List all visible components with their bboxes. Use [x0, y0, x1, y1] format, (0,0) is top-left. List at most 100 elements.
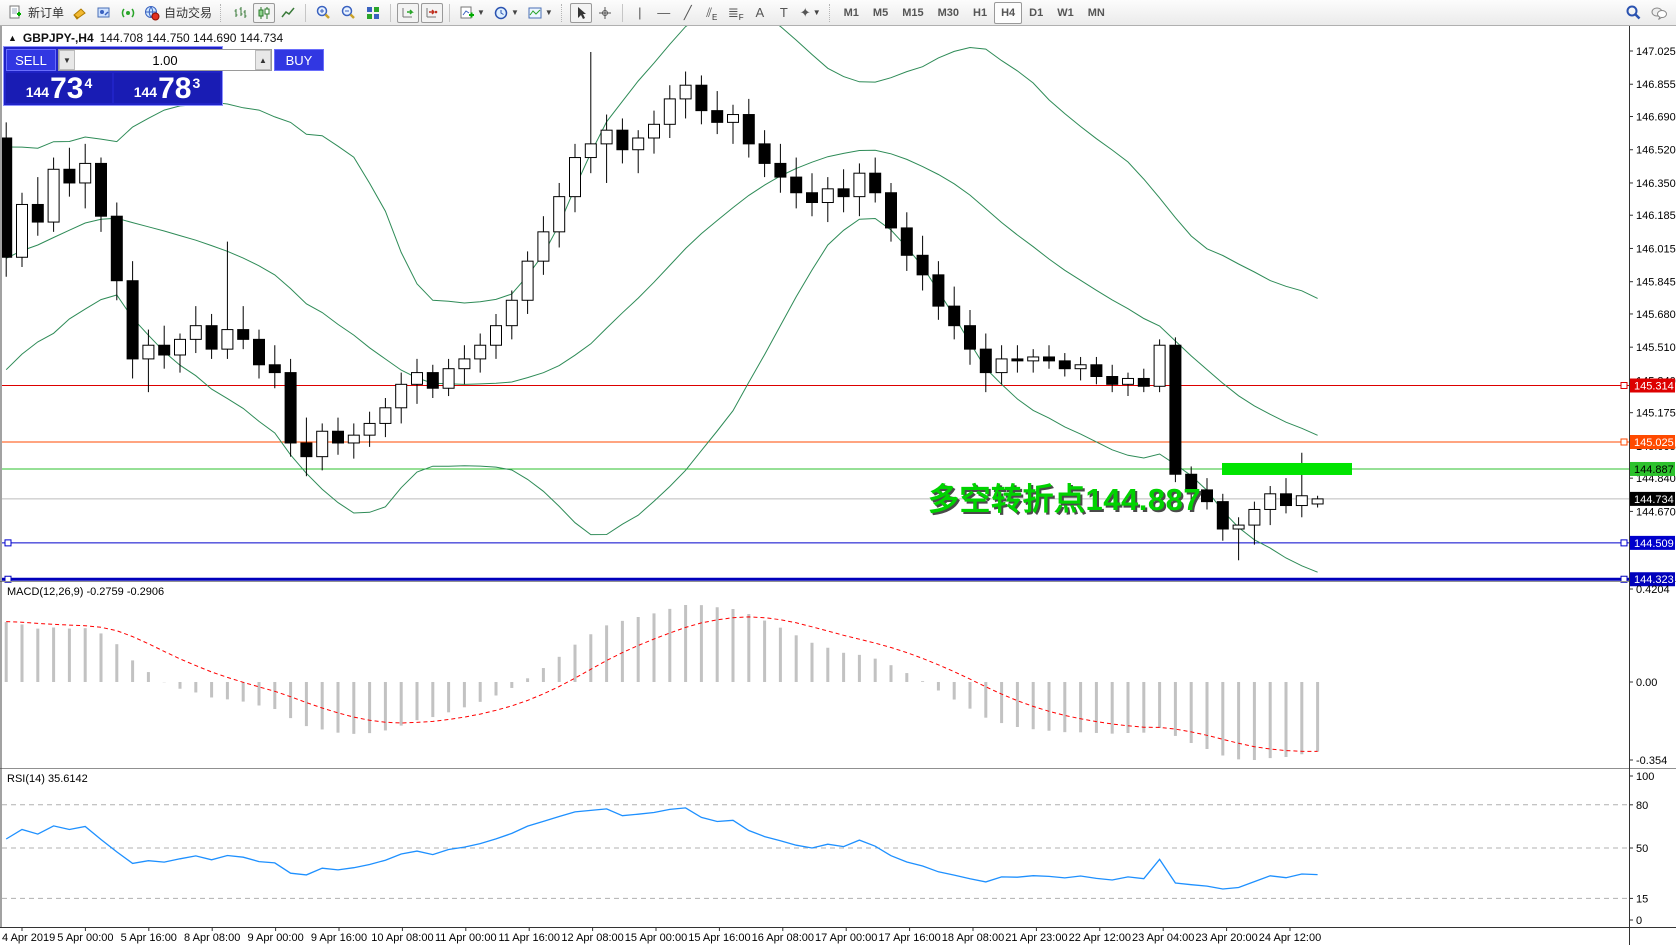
crosshair-button[interactable] — [594, 3, 616, 23]
timeframe-M5[interactable]: M5 — [872, 6, 889, 19]
price-tick-label: 144.670 — [1636, 506, 1676, 518]
candle-body — [174, 338, 186, 356]
timeframe-H4[interactable]: H4 — [994, 1, 1023, 24]
line-anchor-handle[interactable] — [1620, 539, 1628, 547]
periods-button[interactable]: ▼ — [490, 3, 522, 23]
horizontal-level-lines[interactable] — [2, 385, 1629, 581]
price-level-badge-label: 145.314 — [1634, 381, 1674, 393]
toolbar-grip — [828, 3, 833, 22]
volume-input[interactable] — [75, 50, 255, 70]
chat-icon — [1651, 7, 1667, 20]
templates-button[interactable]: ▼ — [524, 3, 556, 23]
bar-chart-button[interactable] — [229, 3, 251, 23]
toolbar-grip — [560, 3, 565, 22]
line-anchor-handle[interactable] — [1620, 382, 1628, 390]
volume-decrease-button[interactable]: ▼ — [59, 50, 75, 70]
search-button[interactable] — [1622, 3, 1645, 23]
candle-body — [426, 372, 439, 389]
zoom-in-button[interactable] — [312, 3, 335, 23]
market-watch-button[interactable] — [93, 3, 115, 23]
candle-body — [1280, 493, 1292, 507]
candle-body — [916, 254, 929, 276]
collapse-panel-icon[interactable]: ▲ — [8, 33, 17, 43]
periods-dropdown-icon[interactable]: ▼ — [510, 8, 519, 17]
candle-body — [1201, 489, 1213, 503]
new-order-icon — [9, 5, 21, 18]
chart-annotation-text[interactable]: 多空转折点144.887 — [928, 482, 1202, 517]
templates-dropdown-icon[interactable]: ▼ — [544, 8, 553, 17]
fibonacci-icon: ≣ — [727, 5, 739, 20]
toolbar-separator — [621, 3, 623, 22]
cursor-button[interactable] — [569, 2, 592, 23]
candle-body — [695, 84, 708, 112]
zoom-out-icon — [341, 5, 355, 19]
indicators-button[interactable]: ▼ — [456, 3, 488, 23]
vertical-line-tool[interactable]: | — [638, 5, 642, 20]
candle-body — [1090, 364, 1103, 378]
metaeditor-button[interactable] — [69, 3, 91, 23]
buy-button[interactable]: BUY — [274, 49, 324, 71]
line-anchor-handle[interactable] — [1620, 575, 1628, 583]
time-tick-label: 22 Apr 12:00 — [1069, 932, 1131, 944]
chart-shift-button[interactable] — [421, 2, 444, 23]
equidistant-channel-tool[interactable]: ⫽ E — [701, 3, 723, 23]
autotrading-button[interactable]: 自动交易 — [141, 3, 215, 23]
new-order-button[interactable]: 新订单 — [5, 3, 67, 23]
tile-windows-button[interactable] — [362, 3, 384, 23]
candle-body — [379, 407, 392, 424]
crosshair-icon — [598, 6, 611, 19]
sell-button[interactable]: SELL — [6, 49, 56, 71]
candle-body — [727, 114, 739, 123]
line-anchor-handle[interactable] — [4, 575, 12, 583]
price-level-badge-label: 144.323 — [1634, 574, 1674, 586]
timeframe-MN[interactable]: MN — [1087, 6, 1105, 19]
candle-body — [47, 168, 60, 223]
time-tick-label: 11 Apr 00:00 — [435, 932, 497, 944]
volume-increase-button[interactable]: ▲ — [255, 50, 271, 70]
text-label-tool[interactable]: T — [779, 5, 788, 20]
timeframe-H1[interactable]: H1 — [973, 6, 988, 19]
candlestick-series[interactable] — [1, 51, 1324, 561]
candle-body — [490, 325, 502, 346]
price-axis[interactable]: 147.025 146.855 146.690 146.520 146.350 146.1… — [1629, 46, 1676, 518]
buy-price-display[interactable]: 144 78 3 — [114, 73, 220, 104]
price-tick-label: 147.025 — [1636, 46, 1676, 58]
signals-button[interactable] — [117, 3, 139, 23]
candle-body — [395, 383, 408, 409]
timeframe-M30[interactable]: M30 — [937, 6, 959, 19]
arrows-dropdown-icon[interactable]: ▼ — [812, 8, 821, 17]
zoom-out-button[interactable] — [337, 3, 360, 23]
indicators-dropdown-icon[interactable]: ▼ — [477, 8, 485, 17]
chat-button[interactable] — [1647, 3, 1671, 23]
candlestick-chart-button[interactable] — [253, 2, 276, 23]
candle-body — [1106, 376, 1119, 385]
candle-body — [442, 368, 455, 389]
rsi-label: RSI(14) 35.6142 — [7, 773, 88, 785]
text-tool[interactable]: A — [755, 5, 765, 20]
trendline-tool[interactable]: ╱ — [683, 5, 692, 20]
timeframe-W1[interactable]: W1 — [1057, 6, 1074, 19]
auto-scroll-button[interactable] — [397, 2, 420, 23]
line-anchor-handle[interactable] — [1620, 438, 1628, 446]
candle-body — [1043, 356, 1055, 362]
arrows-tool[interactable]: ✦ ▼ — [797, 3, 824, 23]
horizontal-line-tool[interactable]: — — [657, 5, 671, 20]
time-axis[interactable]: 4 Apr 2019 5 Apr 00:00 5 Apr 16:00 8 Apr 08… — [2, 927, 1321, 944]
price-level-badge — [1630, 461, 1675, 476]
timeframe-D1[interactable]: D1 — [1029, 6, 1044, 19]
candle-body — [537, 231, 550, 262]
candle-body — [142, 344, 155, 360]
line-anchor-handle[interactable] — [4, 539, 12, 547]
candle-body — [1264, 493, 1277, 510]
fibonacci-tool[interactable]: ≣ F — [725, 3, 747, 23]
line-chart-button[interactable] — [277, 3, 299, 23]
sell-price-display[interactable]: 144 73 4 — [6, 72, 112, 105]
price-level-badge — [1630, 535, 1675, 550]
timeframe-M15[interactable]: M15 — [902, 6, 924, 19]
timeframe-M1[interactable]: M1 — [843, 6, 859, 19]
sell-price-big: 73 — [50, 72, 84, 105]
candle-body — [600, 129, 613, 145]
tile-windows-icon — [367, 6, 380, 19]
highlight-rectangle[interactable] — [1222, 462, 1352, 475]
